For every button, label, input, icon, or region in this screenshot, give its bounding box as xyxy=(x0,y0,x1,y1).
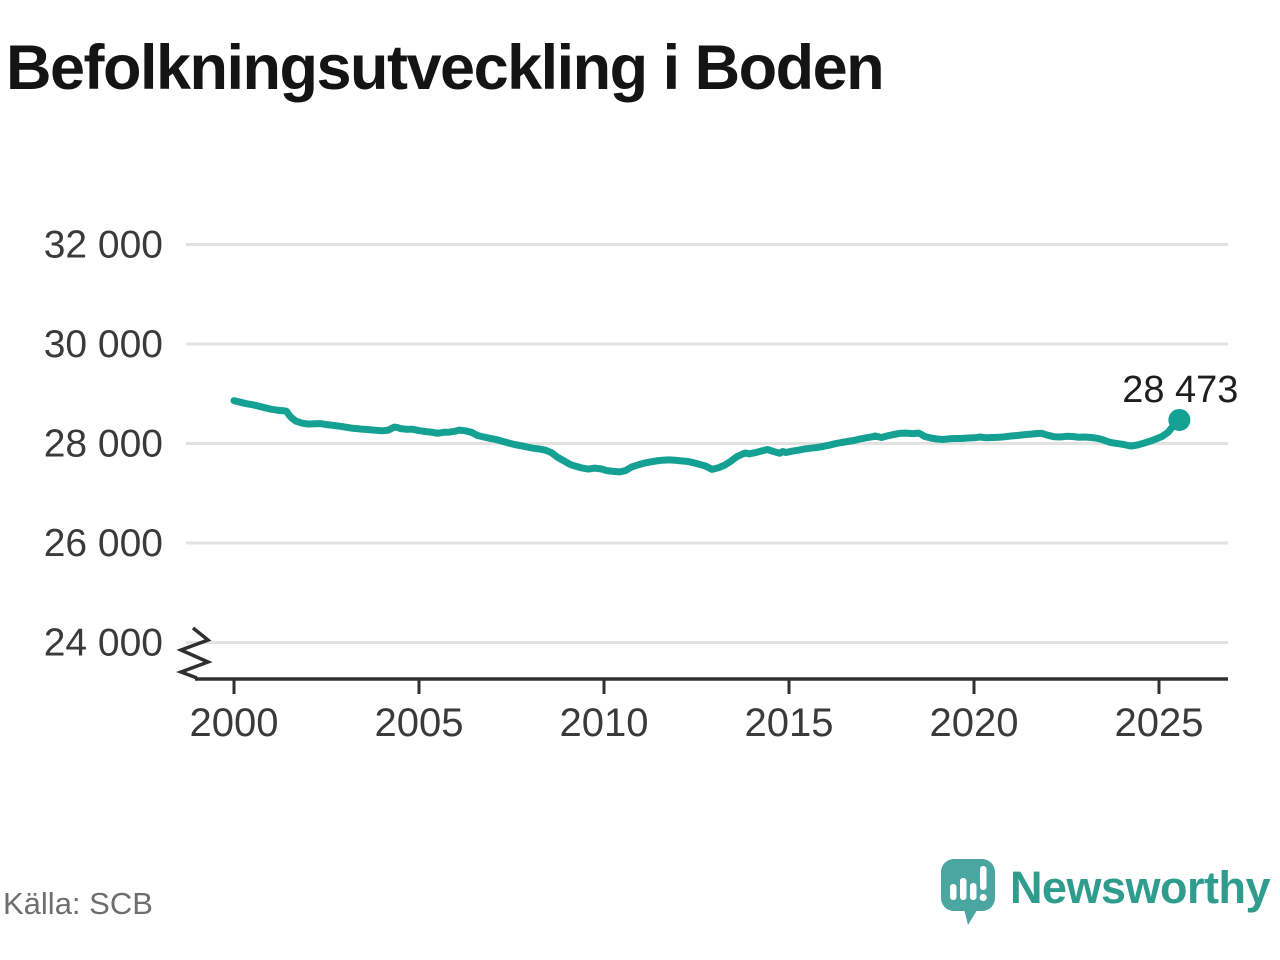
last-point-value-label: 28 473 xyxy=(1122,369,1238,411)
x-tick-label: 2015 xyxy=(745,701,834,745)
y-tick-label: 26 000 xyxy=(44,522,163,565)
y-tick-label: 30 000 xyxy=(44,323,163,366)
x-tick-label: 2010 xyxy=(560,701,649,745)
source-note: Källa: SCB xyxy=(3,886,153,921)
y-tick-label: 28 000 xyxy=(44,423,163,466)
x-tick-label: 2020 xyxy=(930,701,1019,745)
y-tick-label: 32 000 xyxy=(44,224,163,267)
axis-break-icon xyxy=(175,626,213,680)
y-tick-label: 24 000 xyxy=(44,622,163,665)
population-series-line xyxy=(230,397,1183,476)
x-tick-label: 2000 xyxy=(190,701,279,745)
page-title: Befolkningsutveckling i Boden xyxy=(6,33,885,103)
last-point-marker xyxy=(1168,408,1191,431)
newsworthy-logo: Newsworthy xyxy=(939,856,1271,928)
x-tick-label: 2025 xyxy=(1115,701,1204,745)
bar-chart-speech-bubble-icon xyxy=(940,859,995,925)
newsworthy-wordmark: Newsworthy xyxy=(1009,862,1271,913)
x-tick-label: 2005 xyxy=(375,701,464,745)
